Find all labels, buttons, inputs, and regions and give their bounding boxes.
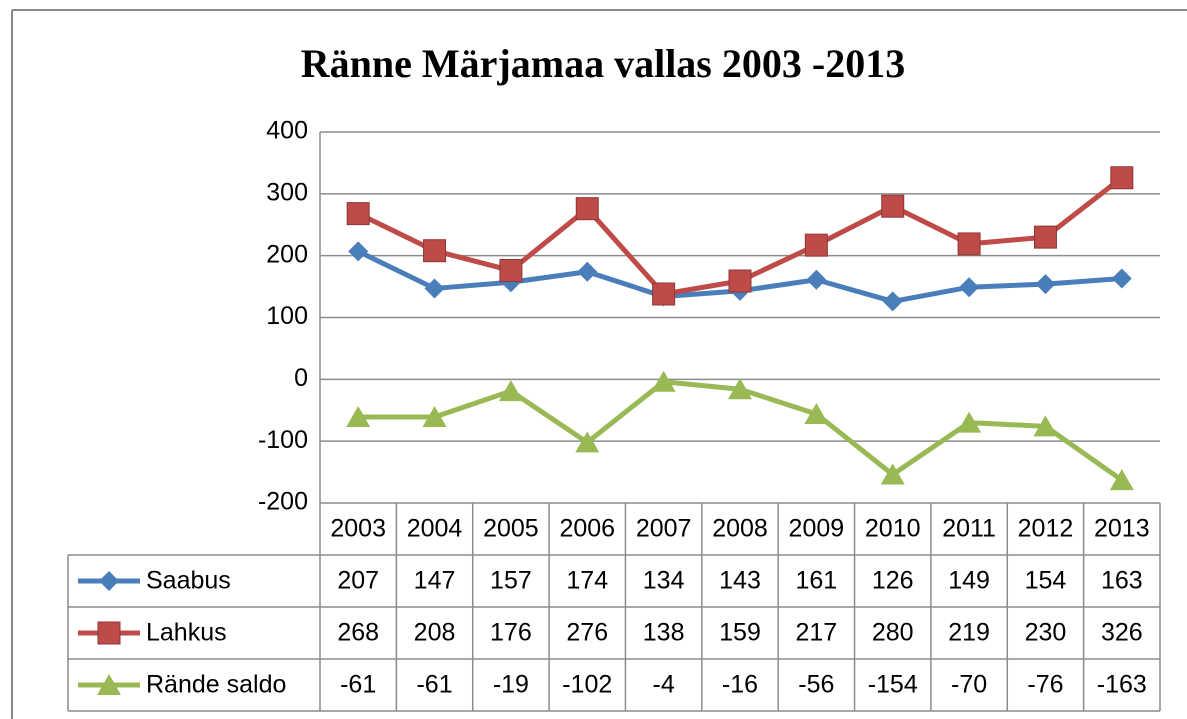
table-value: -70 bbox=[951, 671, 987, 699]
marker bbox=[1035, 274, 1056, 295]
table-value: -56 bbox=[798, 671, 834, 699]
table-value: 143 bbox=[719, 567, 761, 595]
marker bbox=[728, 269, 752, 293]
table-value: -19 bbox=[493, 671, 529, 699]
marker bbox=[346, 406, 371, 428]
marker bbox=[1110, 166, 1134, 190]
x-tick-label: 2013 bbox=[1094, 515, 1150, 543]
marker bbox=[957, 411, 982, 433]
table-value: 208 bbox=[414, 619, 456, 647]
x-tick-label: 2003 bbox=[330, 515, 386, 543]
marker bbox=[1111, 268, 1132, 289]
y-tick-label: -100 bbox=[258, 426, 308, 454]
table-value: 149 bbox=[948, 567, 990, 595]
table-value: 138 bbox=[643, 619, 685, 647]
y-tick-label: 0 bbox=[294, 364, 308, 392]
marker bbox=[728, 378, 752, 400]
x-tick-label: 2006 bbox=[559, 515, 615, 543]
table-value: 126 bbox=[872, 567, 914, 595]
table-value: 276 bbox=[566, 619, 608, 647]
x-tick-label: 2007 bbox=[636, 515, 692, 543]
table-value: 147 bbox=[414, 567, 456, 595]
x-tick-label: 2011 bbox=[942, 515, 996, 543]
table-value: 176 bbox=[490, 619, 532, 647]
y-tick-label: 300 bbox=[266, 178, 308, 206]
table-value: 326 bbox=[1101, 619, 1143, 647]
marker bbox=[422, 406, 447, 428]
marker bbox=[1033, 415, 1058, 437]
table-value: -61 bbox=[416, 671, 452, 699]
marker bbox=[423, 239, 447, 263]
table-value: 159 bbox=[719, 619, 761, 647]
table-value: -163 bbox=[1097, 671, 1147, 699]
marker bbox=[806, 269, 827, 290]
marker bbox=[804, 402, 829, 424]
table-value: 157 bbox=[490, 567, 532, 595]
legend-label: Rände saldo bbox=[146, 671, 286, 699]
x-tick-label: 2009 bbox=[789, 515, 845, 543]
table-value: 268 bbox=[337, 619, 379, 647]
y-tick-label: -200 bbox=[258, 488, 308, 516]
y-tick-label: 200 bbox=[266, 240, 308, 268]
table-value: 174 bbox=[566, 567, 608, 595]
table-value: -16 bbox=[722, 671, 758, 699]
legend-label: Saabus bbox=[146, 567, 231, 595]
x-tick-label: 2005 bbox=[483, 515, 539, 543]
y-tick-label: 400 bbox=[266, 117, 308, 145]
marker bbox=[652, 282, 676, 306]
table-value: 230 bbox=[1025, 619, 1067, 647]
y-tick-label: 100 bbox=[266, 302, 308, 330]
marker bbox=[804, 233, 828, 257]
table-value: 154 bbox=[1025, 567, 1067, 595]
marker bbox=[957, 232, 981, 256]
marker bbox=[880, 463, 905, 485]
marker bbox=[97, 621, 121, 645]
table-value: -4 bbox=[653, 671, 675, 699]
marker bbox=[498, 380, 523, 402]
table-value: 207 bbox=[337, 567, 379, 595]
marker bbox=[881, 194, 905, 218]
marker bbox=[97, 674, 121, 695]
marker bbox=[346, 202, 370, 226]
legend-label: Lahkus bbox=[146, 619, 227, 647]
marker bbox=[1109, 469, 1134, 491]
table-value: -76 bbox=[1027, 671, 1063, 699]
table-value: 217 bbox=[796, 619, 838, 647]
table-value: -61 bbox=[340, 671, 376, 699]
x-tick-label: 2004 bbox=[407, 515, 463, 543]
x-tick-label: 2010 bbox=[865, 515, 921, 543]
table-value: -102 bbox=[562, 671, 612, 699]
marker bbox=[99, 571, 119, 591]
table-value: 219 bbox=[948, 619, 990, 647]
table-value: 280 bbox=[872, 619, 914, 647]
table-value: 163 bbox=[1101, 567, 1143, 595]
marker bbox=[575, 431, 600, 453]
marker bbox=[577, 261, 598, 282]
table-value: -154 bbox=[868, 671, 918, 699]
table-value: 134 bbox=[643, 567, 685, 595]
x-tick-label: 2012 bbox=[1018, 515, 1074, 543]
chart-title: Ränne Märjamaa vallas 2003 -2013 bbox=[301, 41, 905, 86]
x-tick-label: 2008 bbox=[712, 515, 768, 543]
marker bbox=[959, 277, 980, 298]
marker bbox=[1033, 225, 1057, 249]
marker bbox=[575, 197, 599, 221]
marker bbox=[348, 241, 369, 262]
marker bbox=[651, 370, 676, 392]
marker bbox=[424, 278, 445, 299]
marker bbox=[882, 291, 903, 312]
table-value: 161 bbox=[796, 567, 838, 595]
marker bbox=[499, 259, 523, 283]
